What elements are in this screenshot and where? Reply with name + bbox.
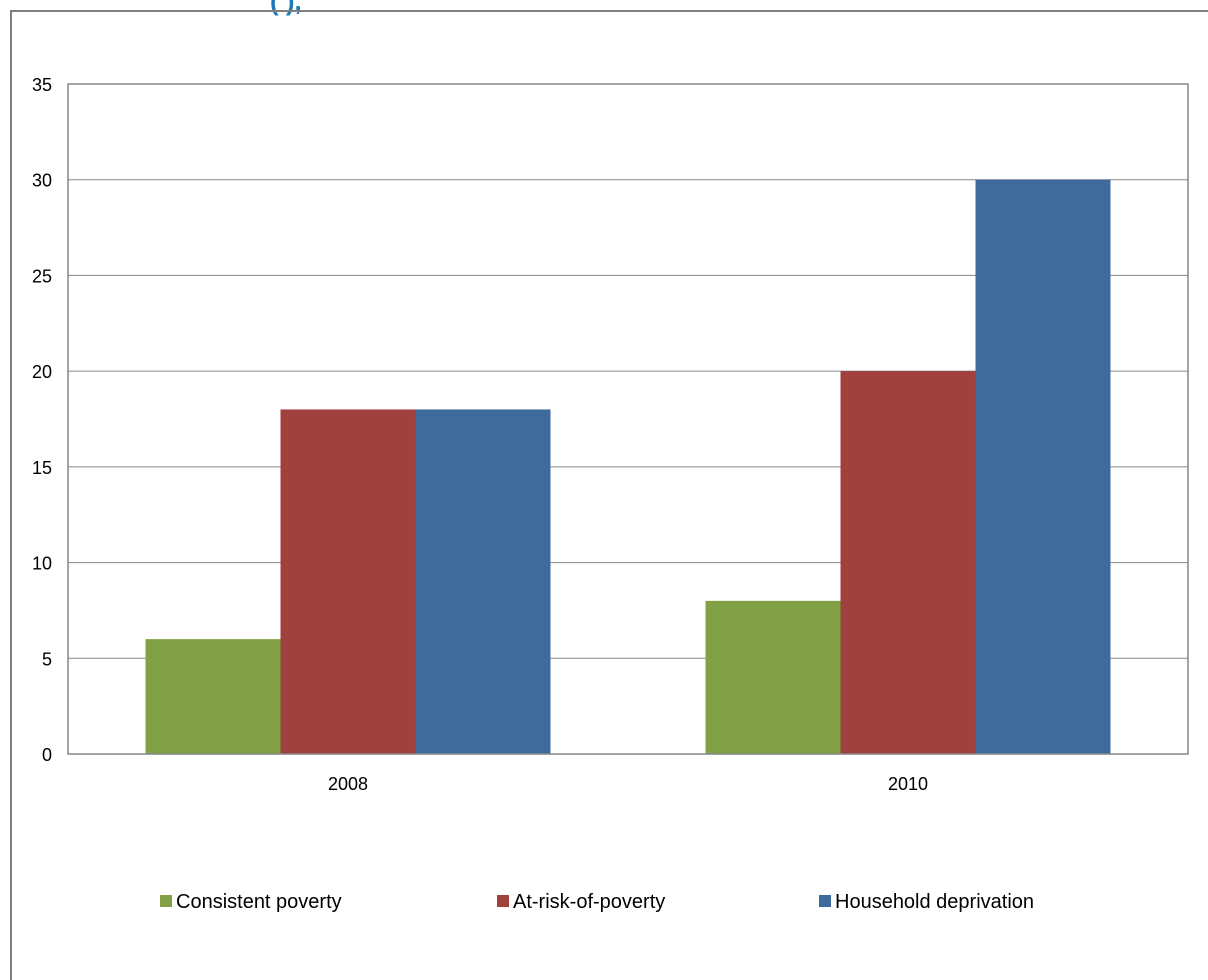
y-tick-label: 30 <box>32 171 52 191</box>
y-tick-label: 20 <box>32 362 52 382</box>
x-tick-label: 2010 <box>888 774 928 794</box>
bar <box>975 179 1111 754</box>
y-tick-label: 10 <box>32 554 52 574</box>
legend: Consistent poverty At-risk-of-poverty Hous… <box>160 891 1034 913</box>
bar <box>280 409 416 754</box>
x-tick-label: 2008 <box>328 774 368 794</box>
y-tick-label: 15 <box>32 458 52 478</box>
bar <box>705 600 841 754</box>
plot-area-border <box>67 83 1189 755</box>
y-tick-label: 25 <box>32 266 52 286</box>
title-fragment: ( ), <box>270 0 302 16</box>
legend-label: At-risk-of-poverty <box>513 891 665 913</box>
bar <box>415 409 551 754</box>
bar <box>840 371 976 754</box>
x-axis-ticks: 2008 2010 <box>328 774 928 794</box>
bar <box>145 639 281 754</box>
legend-swatch <box>160 895 172 907</box>
y-tick-label: 35 <box>32 75 52 95</box>
chart-frame <box>10 10 1208 980</box>
y-axis-ticks: 0 5 10 15 20 25 30 35 <box>32 75 52 765</box>
y-tick-label: 5 <box>42 649 52 669</box>
legend-swatch <box>497 895 509 907</box>
legend-label: Household deprivation <box>835 891 1034 913</box>
legend-label: Consistent poverty <box>176 891 342 913</box>
y-tick-label: 0 <box>42 745 52 765</box>
legend-swatch <box>819 895 831 907</box>
bars <box>145 179 1111 754</box>
